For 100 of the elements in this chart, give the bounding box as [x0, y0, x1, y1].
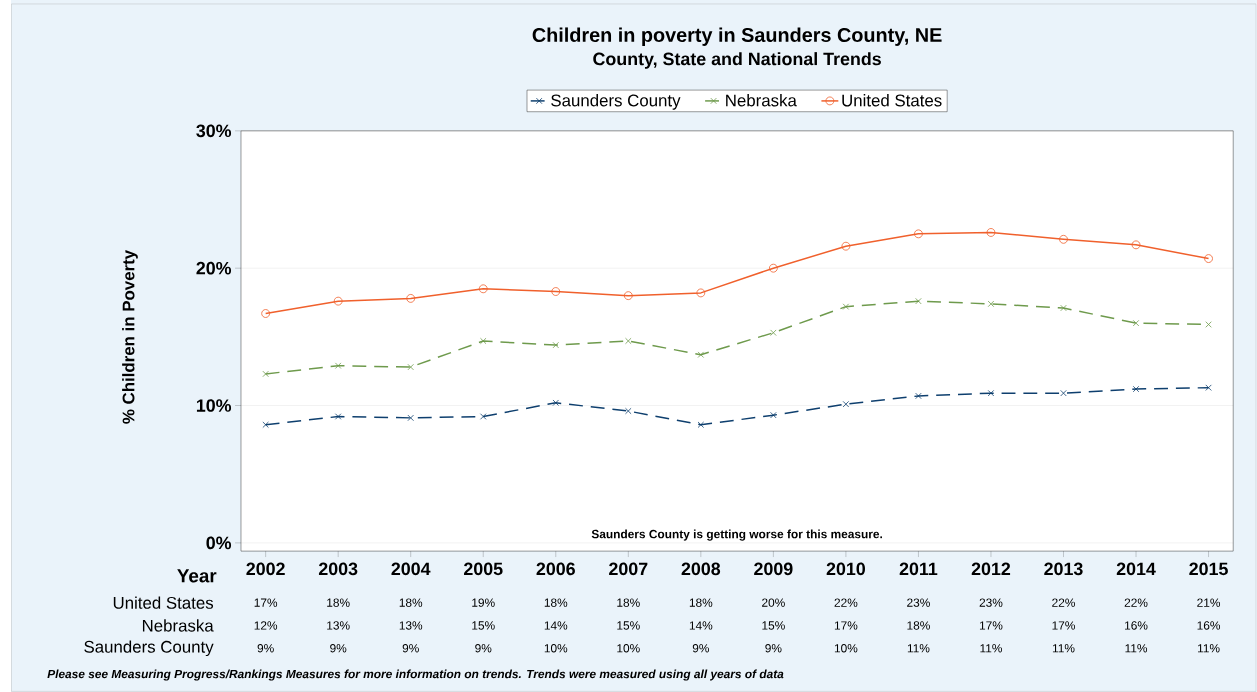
- point: [987, 390, 995, 397]
- point: [697, 351, 705, 358]
- data-label: 11%: [1125, 644, 1148, 653]
- point: [552, 399, 559, 407]
- data-label: 13%: [399, 621, 423, 630]
- data-label: 9%: [475, 644, 492, 653]
- data-label: 21%: [1197, 598, 1221, 607]
- data-label: 11%: [980, 644, 1002, 653]
- point: [915, 298, 922, 305]
- x-tick-label: 2006: [536, 562, 575, 576]
- point: [1131, 240, 1141, 250]
- x-tick-label: 2015: [1189, 562, 1228, 576]
- data-label: 19%: [472, 598, 495, 607]
- point: [769, 263, 778, 273]
- point: [1132, 385, 1140, 393]
- data-label: 22%: [834, 598, 858, 607]
- data-label: 18%: [399, 598, 423, 607]
- annotation: Saunders County is getting worse for this measure.: [591, 529, 883, 541]
- y-tick-label: 30%: [196, 124, 232, 138]
- y-axis-title: % Children in Poverty: [122, 250, 138, 424]
- data-label: 16%: [1125, 621, 1148, 630]
- point: [480, 337, 487, 345]
- point: [625, 337, 632, 345]
- x-tick-label: 2002: [246, 562, 285, 576]
- point: [697, 421, 705, 429]
- point: [696, 288, 706, 298]
- data-label: 15%: [762, 621, 785, 630]
- data-label: 23%: [907, 598, 930, 607]
- x-tick-label: 2012: [971, 562, 1011, 576]
- data-label: 18%: [617, 598, 640, 607]
- point: [914, 229, 923, 239]
- data-label: 10%: [544, 644, 568, 653]
- text: Please see Measuring Progress/Rankings Measures for more information on trends. Trends were measured using all years of data: [47, 669, 784, 681]
- y-tick-label: 20%: [196, 261, 232, 275]
- x-tick-label: 2004: [391, 562, 431, 576]
- data-label: 17%: [254, 598, 278, 607]
- x-tick-label: 2010: [826, 562, 865, 576]
- point: [1204, 254, 1213, 263]
- data-label: 9%: [257, 644, 274, 653]
- data-label: 20%: [762, 598, 785, 607]
- point: [478, 284, 488, 294]
- point: [480, 413, 487, 420]
- data-label: 16%: [1197, 621, 1221, 630]
- text: Saunders County: [84, 640, 214, 657]
- data-label: 14%: [689, 621, 713, 630]
- x-tick-label: 2007: [609, 562, 648, 576]
- point: [334, 413, 342, 420]
- data-label: 22%: [1052, 598, 1075, 607]
- point: [551, 287, 561, 296]
- point: [915, 392, 922, 400]
- x-axis-title: Year: [177, 569, 217, 583]
- point: [842, 303, 850, 310]
- data-label: 17%: [979, 621, 1003, 630]
- data-label: 11%: [1052, 644, 1075, 653]
- data-label: 9%: [765, 644, 782, 653]
- data-label: 17%: [834, 621, 858, 630]
- data-label: 10%: [617, 644, 640, 653]
- y-tick-label: 10%: [196, 399, 232, 412]
- point: [333, 296, 343, 306]
- y-tick-label: 0%: [206, 536, 232, 550]
- data-label: 22%: [1124, 598, 1148, 607]
- chart-title: Children in poverty in Saunders County, NE: [532, 27, 942, 46]
- data-label: 18%: [907, 621, 930, 630]
- point: [841, 241, 851, 251]
- legend-label: Saunders County: [551, 94, 681, 110]
- text: United States: [113, 596, 214, 609]
- point: [406, 294, 416, 303]
- x-tick-label: 2013: [1044, 562, 1083, 576]
- data-label: 18%: [544, 598, 568, 607]
- point: [770, 412, 777, 419]
- point: [1132, 319, 1140, 327]
- point: [334, 362, 342, 369]
- point: [407, 414, 414, 422]
- data-label: 18%: [327, 598, 350, 607]
- data-label: 17%: [1052, 621, 1075, 630]
- point: [842, 401, 850, 408]
- point: [262, 370, 269, 378]
- point: [407, 363, 414, 371]
- data-label: 14%: [544, 621, 568, 630]
- point: [262, 421, 269, 429]
- text: Nebraska: [142, 619, 214, 632]
- x-tick-label: 2009: [754, 562, 793, 576]
- data-label: 23%: [979, 598, 1003, 607]
- data-label: 15%: [617, 621, 640, 630]
- legend-label: United States: [842, 94, 942, 107]
- x-tick-label: 2008: [681, 562, 721, 576]
- data-label: 13%: [327, 621, 350, 630]
- data-label: 9%: [330, 644, 347, 653]
- point: [987, 300, 995, 308]
- x-tick-label: 2014: [1116, 562, 1156, 576]
- point: [1205, 384, 1212, 391]
- legend-label: Nebraska: [726, 94, 797, 107]
- point: [1060, 304, 1067, 312]
- point: [770, 329, 777, 336]
- data-label: 11%: [1198, 644, 1220, 653]
- point: [1059, 235, 1068, 244]
- data-label: 15%: [472, 621, 495, 630]
- data-label: 9%: [692, 644, 710, 653]
- data-label: 18%: [689, 598, 713, 607]
- point: [623, 291, 633, 301]
